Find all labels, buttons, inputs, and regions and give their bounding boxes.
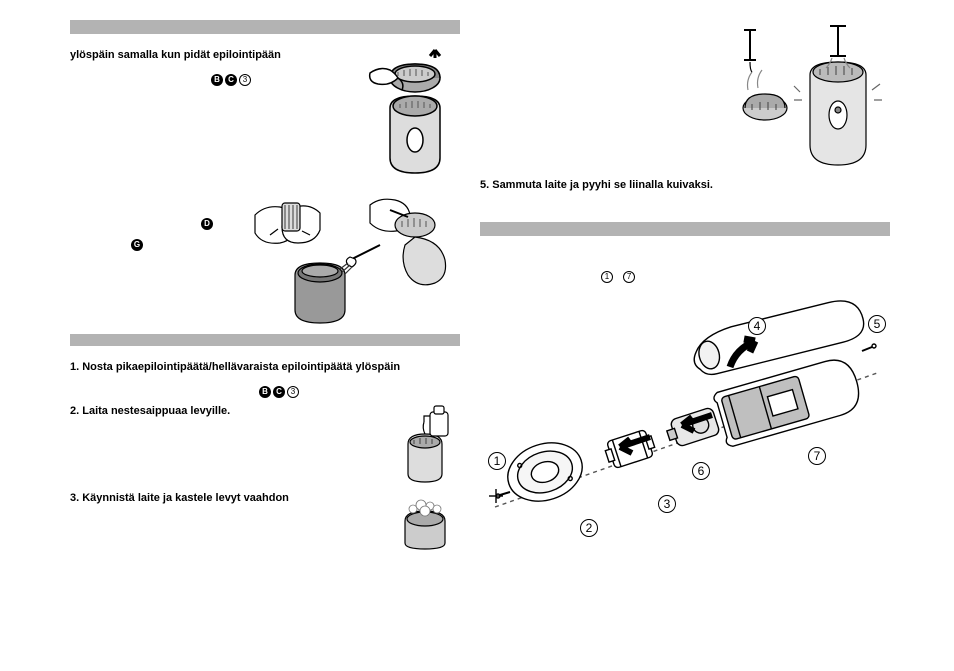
label-3b-icon: 3 xyxy=(287,386,299,398)
small-labels-row: 1 7 xyxy=(480,268,890,283)
label-b-icon: B xyxy=(211,74,223,86)
labels-bc3-b: BC3 xyxy=(70,382,460,398)
step-3-text: 3. Käynnistä laite ja kastele levyt vaah… xyxy=(70,491,385,507)
left-column: ylöspäin samalla kun pidät epilointipään… xyxy=(60,20,470,641)
block-step2: 2. Laita nestesaippuaa levyille. xyxy=(70,404,460,487)
illus-disassembly: 1 2 3 4 5 6 7 xyxy=(480,297,890,560)
diagram-label-4: 4 xyxy=(748,317,766,335)
label-d-icon: D xyxy=(201,218,213,230)
illus-foam xyxy=(385,491,460,554)
page: ylöspäin samalla kun pidät epilointipään… xyxy=(0,0,954,671)
illus-clean-brush xyxy=(240,185,460,328)
section-bar-2 xyxy=(70,334,460,346)
diagram-label-7: 7 xyxy=(808,447,826,465)
small-label-1: 1 xyxy=(601,271,613,283)
illus-soap xyxy=(380,404,460,487)
diagram-label-5: 5 xyxy=(868,315,886,333)
label-c-icon: C xyxy=(225,74,237,86)
step-upper-text: ylöspäin samalla kun pidät epilointipään xyxy=(70,48,350,64)
diagram-label-6: 6 xyxy=(692,462,710,480)
block-step3: 3. Käynnistä laite ja kastele levyt vaah… xyxy=(70,491,460,554)
block-1: ylöspäin samalla kun pidät epilointipään… xyxy=(70,48,460,181)
block-1-text: ylöspäin samalla kun pidät epilointipään… xyxy=(70,48,350,92)
step-5-text: 5. Sammuta laite ja pyyhi se liinalla ku… xyxy=(480,178,890,194)
section-bar-1 xyxy=(70,20,460,34)
diagram-label-1: 1 xyxy=(488,452,506,470)
right-column: 5. Sammuta laite ja pyyhi se liinalla ku… xyxy=(470,20,900,641)
label-b2-icon: B xyxy=(259,386,271,398)
illus-rinse xyxy=(480,20,890,170)
block-2: D G xyxy=(70,185,460,328)
diagram-label-3: 3 xyxy=(658,495,676,513)
label-g-icon: G xyxy=(131,239,143,251)
labels-dg: D G xyxy=(70,185,240,251)
step-2-text: 2. Laita nestesaippuaa levyille. xyxy=(70,404,380,420)
section-bar-3 xyxy=(480,222,890,236)
illus-head-remove xyxy=(350,48,460,181)
label-c2-icon: C xyxy=(273,386,285,398)
labels-bc3: BC3 xyxy=(70,70,350,86)
small-label-7: 7 xyxy=(623,271,635,283)
label-3-icon: 3 xyxy=(239,74,251,86)
diagram-label-2: 2 xyxy=(580,519,598,537)
step-1-text: 1. Nosta pikaepilointipäätä/hellävaraist… xyxy=(70,360,460,376)
